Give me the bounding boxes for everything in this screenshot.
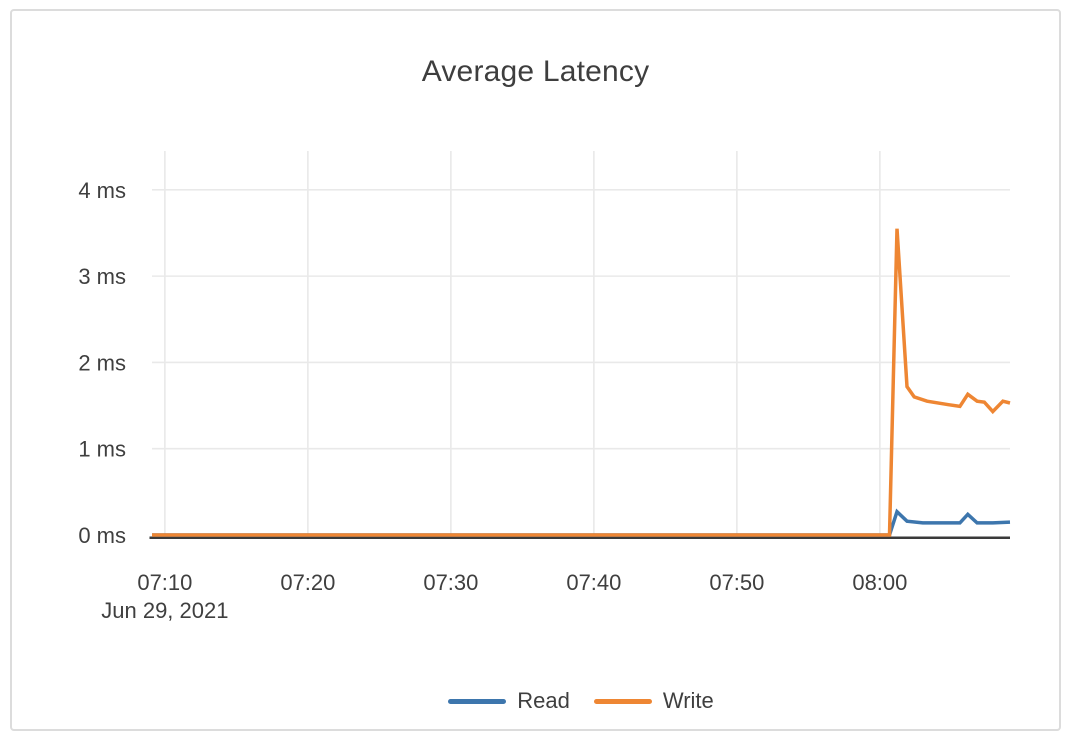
y-tick-label: 3 ms	[78, 264, 126, 289]
x-tick-label: 08:00	[852, 570, 907, 595]
legend-label-read: Read	[517, 688, 570, 713]
x-axis-date-label: Jun 29, 2021	[101, 598, 228, 623]
legend-label-write: Write	[662, 688, 714, 713]
x-tick-label: 07:10	[137, 570, 192, 595]
legend-item-write[interactable]: Write	[593, 688, 714, 714]
legend-swatch-write	[593, 698, 652, 704]
x-tick-label: 07:20	[280, 570, 335, 595]
series-line-write[interactable]	[152, 228, 1011, 537]
y-tick-label: 1 ms	[78, 437, 126, 462]
y-tick-label: 4 ms	[78, 178, 126, 203]
y-tick-label: 2 ms	[78, 350, 126, 375]
x-tick-label: 07:40	[566, 570, 621, 595]
chart-legend: Read Write	[152, 686, 1010, 716]
x-tick-label: 07:50	[709, 570, 764, 595]
legend-swatch-read	[448, 698, 507, 704]
legend-item-read[interactable]: Read	[448, 688, 570, 714]
x-tick-label: 07:30	[423, 570, 478, 595]
chart-title: Average Latency	[421, 55, 650, 88]
series-line-read[interactable]	[152, 508, 1011, 537]
y-tick-label: 0 ms	[78, 523, 126, 548]
chart-card	[10, 9, 1061, 731]
